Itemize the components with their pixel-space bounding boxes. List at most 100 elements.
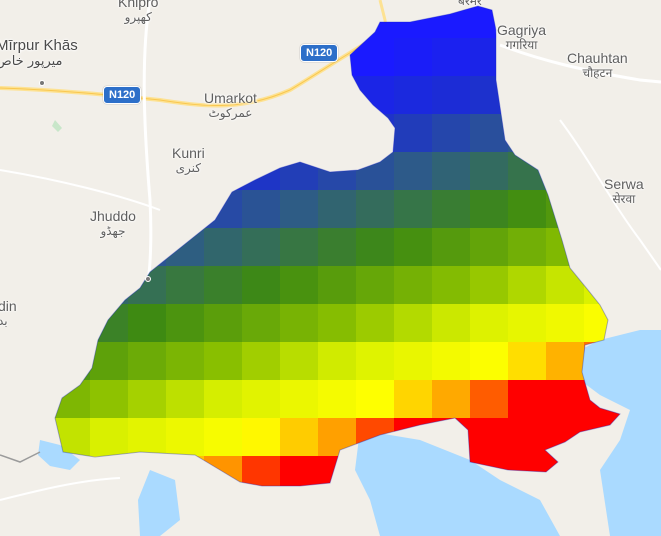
heatmap-cell [394, 76, 432, 114]
place-barmer-edge[interactable]: बरमेर [458, 0, 482, 8]
heatmap-cell [166, 6, 204, 38]
heatmap-cell [508, 342, 546, 380]
heatmap-cell [204, 418, 242, 456]
heatmap-cell [242, 266, 280, 304]
heatmap-cell [394, 228, 432, 266]
heatmap-cell [90, 418, 128, 456]
heatmap-cell [90, 38, 128, 76]
heatmap-cell [204, 304, 242, 342]
place-umarkot[interactable]: Umarkot عمرکوٹ [204, 90, 257, 120]
heatmap-cell [394, 152, 432, 190]
heatmap-cell [432, 190, 470, 228]
heatmap-cell [204, 266, 242, 304]
heatmap-cell [318, 190, 356, 228]
heatmap-cell [318, 304, 356, 342]
place-chauhtan[interactable]: Chauhtan चौहटन [567, 50, 628, 80]
heatmap-cell [470, 304, 508, 342]
heatmap-cell [356, 380, 394, 418]
place-jhuddo[interactable]: Jhuddo جھڈو [90, 208, 136, 238]
heatmap-cell [204, 342, 242, 380]
heatmap-cell [546, 190, 584, 228]
heatmap-cell [508, 114, 546, 152]
place-khipro[interactable]: Khipro کھپرو [118, 0, 159, 24]
heatmap-cell [546, 266, 584, 304]
heatmap-cell [55, 114, 90, 152]
heatmap-cell [242, 304, 280, 342]
heatmap-cell [508, 228, 546, 266]
heatmap-cell [470, 342, 508, 380]
road-n120-center [0, 34, 381, 106]
heatmap-cell [356, 304, 394, 342]
heatmap-cell [242, 342, 280, 380]
heatmap-cell [318, 76, 356, 114]
heatmap-cell [280, 190, 318, 228]
heatmap-cell [55, 190, 90, 228]
heatmap-cell [128, 38, 166, 76]
place-kunri[interactable]: Kunri کنری [172, 145, 205, 175]
heatmap-cell [242, 456, 280, 486]
place-serwa[interactable]: Serwa सेरवा [604, 176, 644, 206]
heatmap-cell [432, 152, 470, 190]
heatmap-cell [432, 380, 470, 418]
heatmap-cell [280, 228, 318, 266]
heatmap-cell [394, 304, 432, 342]
heatmap-layer [55, 6, 620, 486]
heatmap-cell [508, 304, 546, 342]
heatmap-cell [242, 228, 280, 266]
heatmap-cell [356, 152, 394, 190]
heatmap-cell [166, 418, 204, 456]
heatmap-cell [432, 266, 470, 304]
heatmap-cell [546, 228, 584, 266]
heatmap-cell [508, 380, 546, 418]
heatmap-cell [584, 6, 620, 38]
place-marker-mirpur-khas [39, 80, 45, 86]
heatmap-cell [432, 76, 470, 114]
heatmap-cell [204, 456, 242, 486]
place-mirpur-khas[interactable]: Mīrpur Khās میرپور خاص [0, 37, 78, 70]
heatmap-cell [508, 266, 546, 304]
heatmap-cell [394, 114, 432, 152]
heatmap-cell [546, 342, 584, 380]
heatmap-cell [318, 6, 356, 38]
heatmap-cell [55, 266, 90, 304]
heatmap-cell [242, 418, 280, 456]
heatmap-cell [356, 190, 394, 228]
heatmap-cell [166, 76, 204, 114]
heatmap-cell [432, 304, 470, 342]
heatmap-cell [55, 6, 90, 38]
heatmap-cell [90, 342, 128, 380]
heatmap-cell [470, 228, 508, 266]
heatmap-cell [128, 380, 166, 418]
heatmap-cell [584, 266, 620, 304]
park-patch [52, 120, 62, 132]
heatmap-cell [55, 304, 90, 342]
heatmap-cell [470, 418, 508, 456]
heatmap-cell [318, 456, 356, 486]
road-minor-2 [559, 119, 661, 271]
heatmap-cell [508, 190, 546, 228]
road-minor-1 [0, 169, 161, 211]
heatmap-cell [55, 342, 90, 380]
water-body-south [355, 430, 560, 536]
heatmap-cell [546, 76, 584, 114]
heatmap-cell [280, 456, 318, 486]
heatmap-cell [166, 266, 204, 304]
heatmap-cell [55, 380, 90, 418]
heatmap-cell [546, 456, 584, 486]
heatmap-cell [318, 114, 356, 152]
heatmap-cell [280, 6, 318, 38]
heatmap-cell [90, 304, 128, 342]
heatmap-cell [128, 304, 166, 342]
water-body-west [38, 440, 80, 470]
heatmap-cell [470, 76, 508, 114]
heatmap-cell [546, 152, 584, 190]
heatmap-cell [432, 38, 470, 76]
heatmap-cell [90, 380, 128, 418]
heatmap-cell [280, 76, 318, 114]
place-gagriya[interactable]: Gagriya गगरिया [497, 22, 547, 52]
district-boundary [0, 451, 41, 463]
heatmap-cell [394, 342, 432, 380]
place-badin[interactable]: din بد [0, 298, 17, 328]
